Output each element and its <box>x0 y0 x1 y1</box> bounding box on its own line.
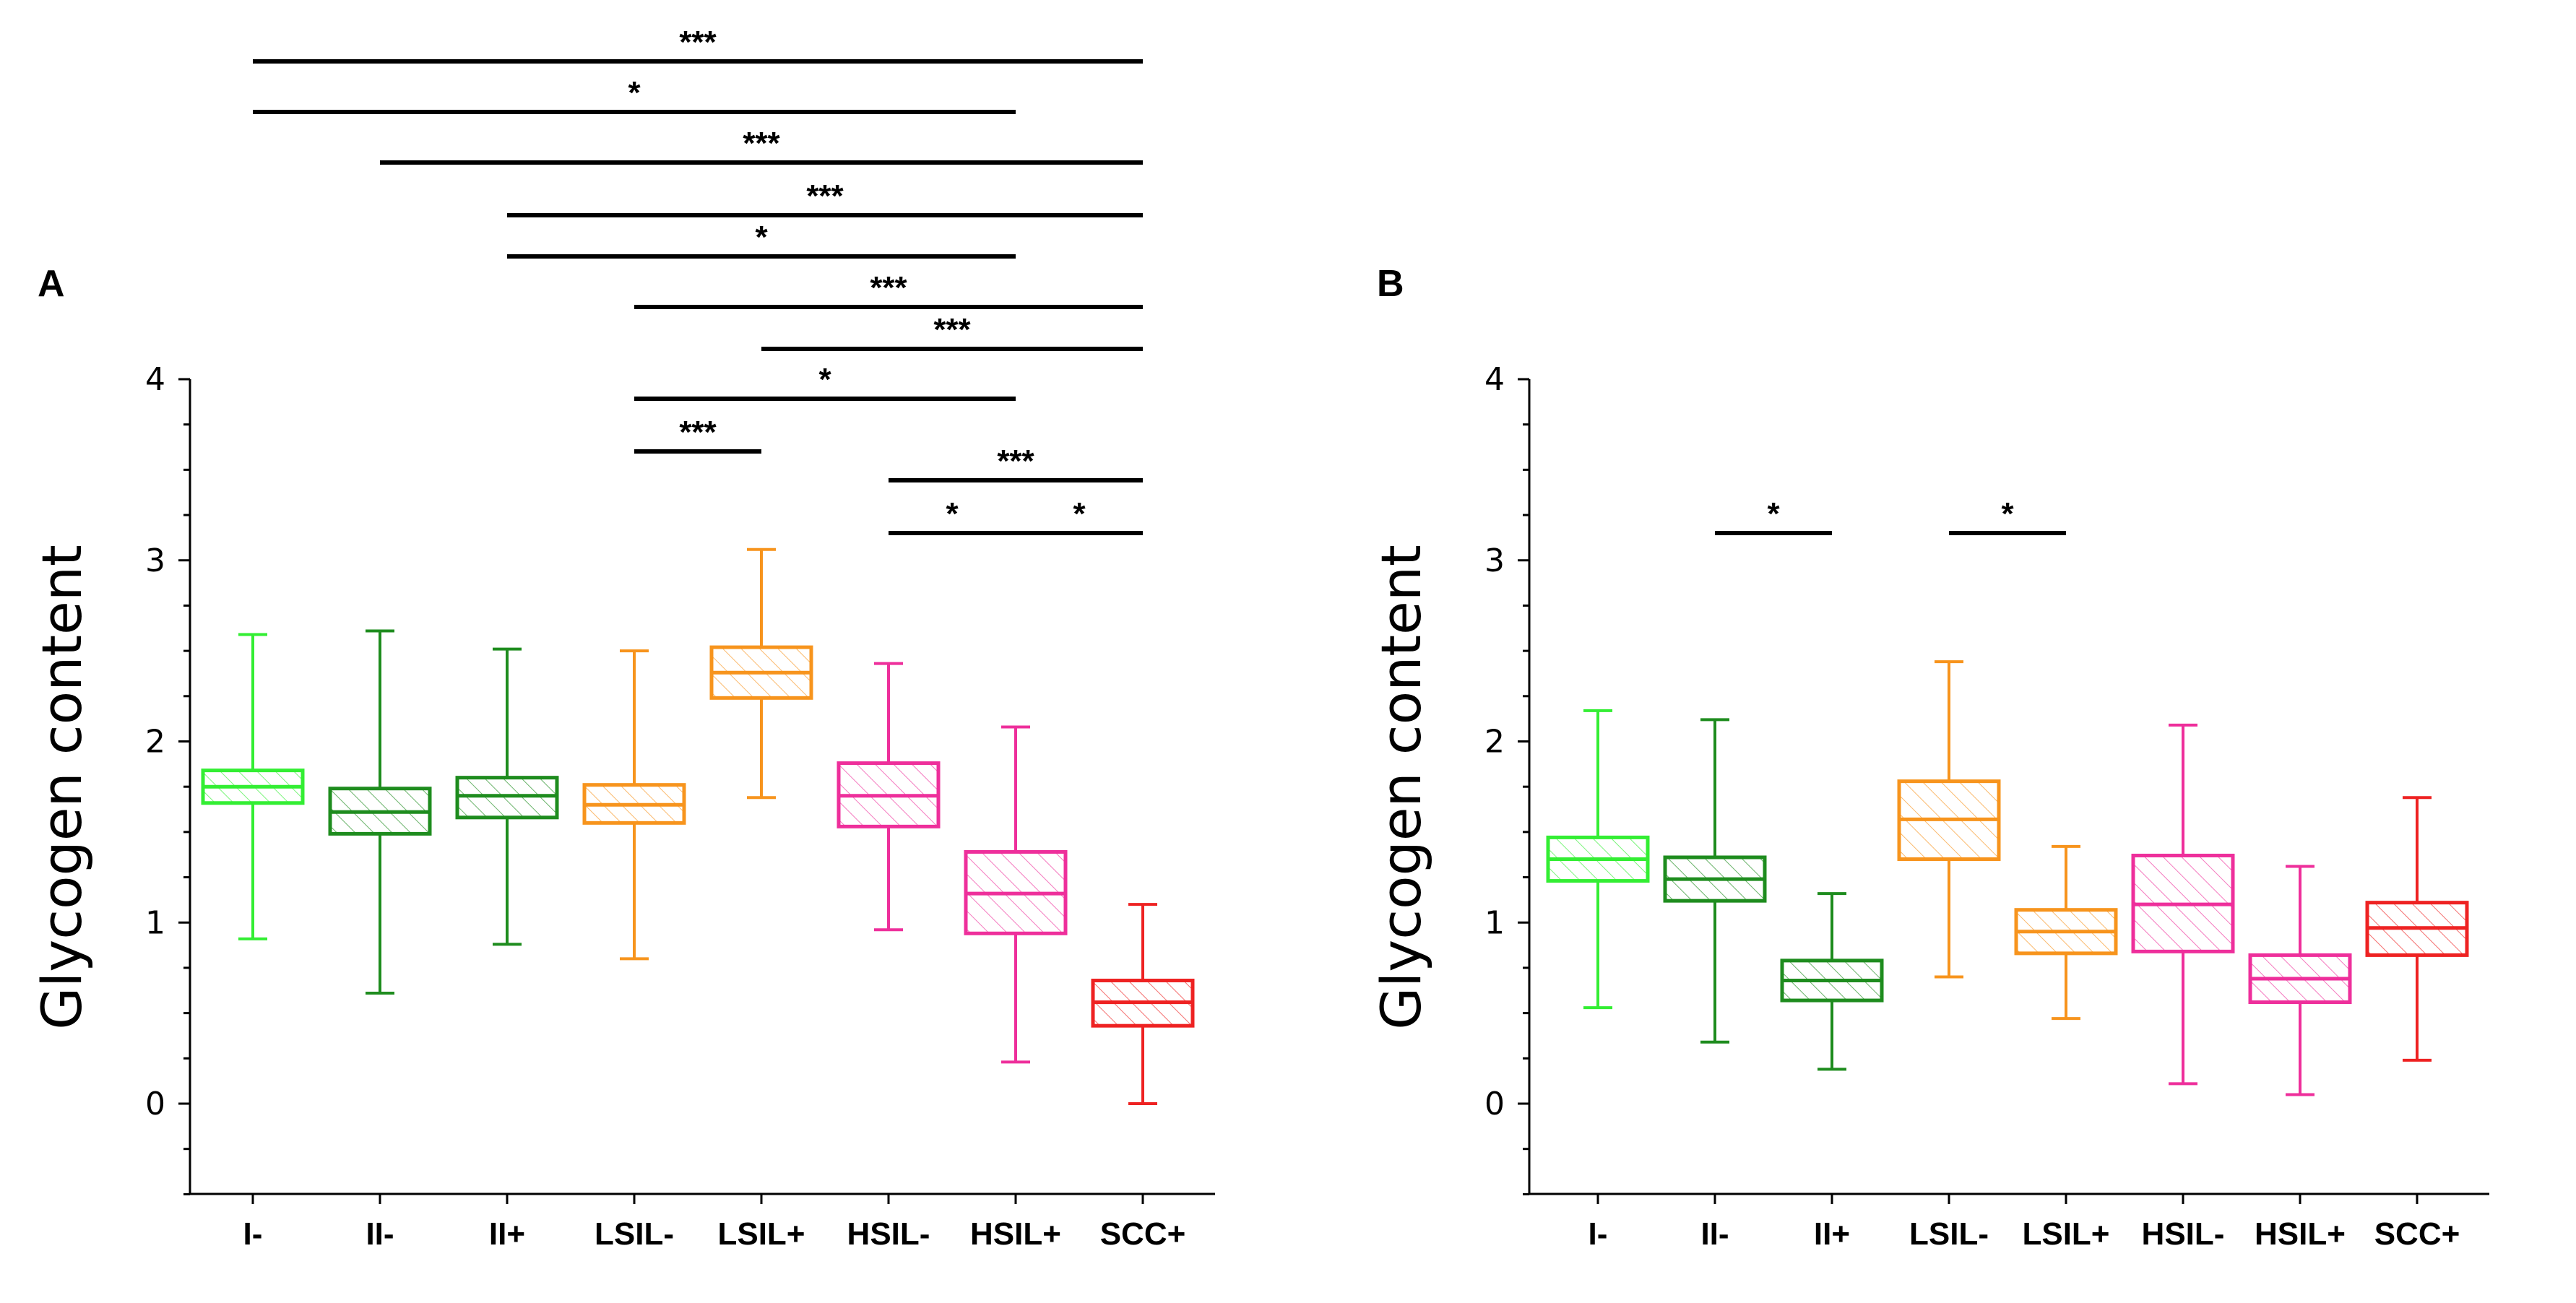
box-I- <box>1546 709 1650 1010</box>
significance-label: * <box>755 220 768 255</box>
y-tick-label: 4 <box>145 361 165 398</box>
significance-label: *** <box>743 126 780 161</box>
significance-I--SCC+: *** <box>253 25 1143 64</box>
box-LSIL- <box>1897 660 2001 979</box>
significance-HSIL--SCC+: *** <box>889 443 1143 482</box>
box-HSIL- <box>2131 723 2235 1086</box>
significance-label: * <box>2001 496 2014 532</box>
y-tick-label: 0 <box>1484 1086 1505 1122</box>
box-HSIL+ <box>2248 865 2352 1096</box>
significance-label: * <box>1073 496 1086 532</box>
significance-label: *** <box>806 178 844 214</box>
x-tick-label: LSIL- <box>1909 1216 1989 1252</box>
x-tick-label: HSIL- <box>2142 1216 2225 1252</box>
x-tick-label: II- <box>366 1216 394 1252</box>
significance-I--HSIL+: * <box>253 75 1016 114</box>
x-tick-label: HSIL+ <box>970 1216 1061 1252</box>
significance-LSIL--HSIL+: * <box>634 362 1016 401</box>
box-SCC+ <box>2365 796 2469 1062</box>
significance-LSIL--LSIL+: *** <box>634 415 761 454</box>
x-tick-label: HSIL- <box>847 1216 930 1252</box>
box-II+ <box>1780 892 1884 1071</box>
x-tick-label: I- <box>1589 1216 1608 1252</box>
x-tick-label: II+ <box>1814 1216 1850 1252</box>
significance-HSIL+-SCC+: * <box>1016 496 1143 535</box>
significance-label: *** <box>933 312 971 347</box>
y-tick-label: 3 <box>1484 542 1505 579</box>
y-tick-label: 3 <box>145 542 165 579</box>
x-tick-label: SCC+ <box>1100 1216 1186 1252</box>
significance-II+-HSIL+: * <box>507 220 1016 259</box>
significance-LSIL--LSIL+: * <box>1949 496 2066 535</box>
iqr-box <box>455 776 559 820</box>
x-tick-label: LSIL+ <box>2022 1216 2109 1252</box>
box-LSIL+ <box>709 547 813 800</box>
significance-label: *** <box>997 443 1034 479</box>
significance-II+-SCC+: *** <box>507 178 1143 217</box>
x-tick-label: SCC+ <box>2374 1216 2460 1252</box>
box-LSIL- <box>582 649 686 961</box>
y-tick-label: 1 <box>145 904 165 941</box>
significance-LSIL+-SCC+: *** <box>761 312 1143 351</box>
significance-label: * <box>1767 496 1780 532</box>
x-tick-label: II- <box>1700 1216 1729 1252</box>
panel-b-y-axis-label: Glycogen content <box>1369 545 1433 1030</box>
box-II+ <box>455 647 559 946</box>
significance-II--SCC+: *** <box>380 126 1143 165</box>
box-LSIL+ <box>2014 844 2118 1021</box>
panel-b: B Glycogen content 0 1 2 3 4 I- II- II+ LSIL- LSI… <box>1369 263 2489 1252</box>
significance-label: *** <box>679 25 717 60</box>
box-SCC+ <box>1091 903 1195 1105</box>
y-tick-label: 2 <box>1484 724 1505 761</box>
y-tick-label: 1 <box>1484 904 1505 941</box>
box-HSIL+ <box>964 725 1068 1064</box>
significance-label: * <box>946 496 959 532</box>
panel-b-letter: B <box>1377 263 1404 305</box>
box-HSIL- <box>837 662 941 932</box>
x-tick-label: LSIL+ <box>717 1216 805 1252</box>
x-tick-label: I- <box>243 1216 263 1252</box>
significance-label: * <box>818 362 831 397</box>
significance-label: *** <box>870 270 907 306</box>
y-tick-label: 2 <box>145 724 165 761</box>
panel-a: A Glycogen content 0 1 2 3 4 I- II- II+ LSIL- LSI… <box>30 25 1215 1252</box>
box-II- <box>328 629 432 995</box>
significance-LSIL--SCC+: *** <box>634 270 1143 309</box>
x-tick-label: HSIL+ <box>2255 1216 2346 1252</box>
y-tick-label: 0 <box>145 1086 165 1122</box>
box-II- <box>1663 718 1767 1044</box>
significance-II--II+: * <box>1715 496 1832 535</box>
panel-a-letter: A <box>38 263 65 305</box>
panel-a-y-axis-label: Glycogen content <box>30 545 94 1030</box>
x-tick-label: LSIL- <box>595 1216 674 1252</box>
significance-HSIL--HSIL+: * <box>889 496 1016 535</box>
significance-label: * <box>628 75 641 111</box>
box-I- <box>201 633 305 940</box>
significance-label: *** <box>679 415 717 450</box>
x-tick-label: II+ <box>489 1216 525 1252</box>
y-tick-label: 4 <box>1484 361 1505 398</box>
